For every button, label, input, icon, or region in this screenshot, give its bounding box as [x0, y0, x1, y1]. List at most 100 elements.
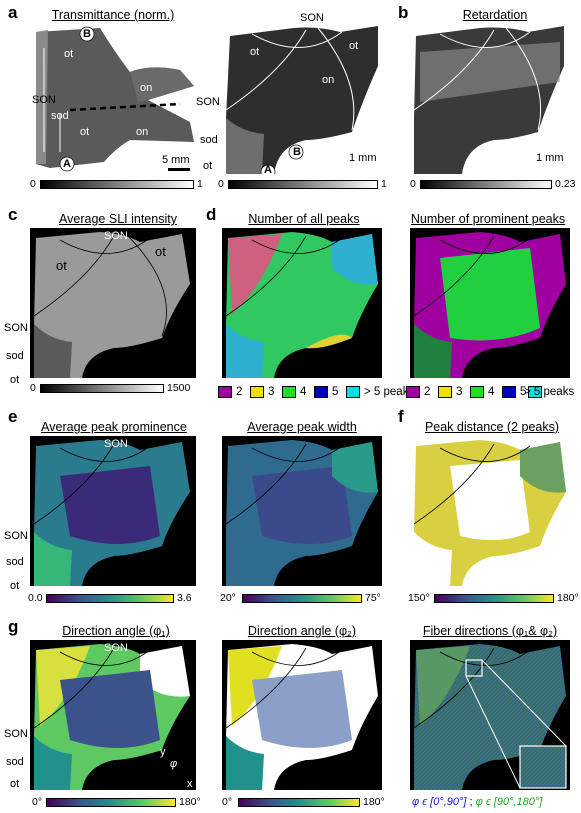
legend-label-2-left: 2 [236, 386, 243, 398]
label-B-a1: B [83, 28, 91, 40]
label-ot-a1-top: ot [64, 48, 74, 60]
cbar-min-sli: 0 [30, 382, 36, 394]
legend-swatch-5-left [314, 386, 328, 398]
label-sod-c: sod [6, 350, 24, 362]
label-son-g: SON [4, 728, 28, 740]
colorbar-sli [40, 384, 164, 393]
cbar-max-sli: 1500 [167, 382, 191, 394]
cbar-max-transmittance-right: 1 [381, 178, 387, 190]
panel-letter-a: a [8, 3, 18, 22]
title-prominent-peaks: Number of prominent peaks [410, 212, 566, 226]
title-dir-angle-2: Direction angle (φ₂) [247, 624, 357, 638]
width-image [222, 436, 382, 586]
title-fiber-dirs: Fiber directions (φ₁& φ₂) [422, 624, 558, 638]
title-all-peaks: Number of all peaks [248, 212, 360, 226]
legend-label-gt5-right: > 5 peaks [524, 386, 575, 398]
label-son-g-top: SON [104, 642, 128, 654]
cbar-max-angle-2: 180° [363, 796, 385, 808]
label-son-e-top: SON [104, 438, 128, 450]
legend-label-3-right: 3 [456, 386, 463, 398]
legend-swatch-3-left [250, 386, 264, 398]
legend-swatch-gt5-right [528, 386, 542, 398]
all-peaks-image [222, 228, 382, 378]
label-ot-c: ot [10, 374, 20, 386]
title-dir-angle-1: Direction angle (φ₁) [62, 624, 170, 638]
axis-phi-label: φ [170, 758, 178, 770]
legend-swatch-4-right [470, 386, 484, 398]
label-ot-a2-left: ot [250, 46, 260, 58]
cbar-max-retardation: 0.23 [555, 178, 576, 190]
cbar-max-distance: 180° [557, 592, 579, 604]
scale-bar-a2 [353, 166, 375, 169]
legend-swatch-4-left [282, 386, 296, 398]
title-avg-width: Average peak width [247, 420, 357, 434]
prominence-image [30, 436, 196, 586]
panel-letter-d: d [206, 205, 217, 224]
cbar-min-transmittance-right: 0 [218, 178, 224, 190]
label-A-a1: A [63, 158, 71, 170]
label-ot-c-left: ot [56, 258, 67, 273]
label-A-a2: A [264, 164, 272, 176]
fiber-caption-separator: ; [466, 796, 476, 808]
cbar-min-distance: 150° [408, 592, 430, 604]
cbar-max-width: 75° [365, 592, 381, 604]
cbar-max-angle-1: 180° [179, 796, 201, 808]
title-avg-prominence: Average peak prominence [41, 420, 187, 434]
label-son-c: SON [4, 322, 28, 334]
cbar-min-retardation: 0 [410, 178, 416, 190]
label-ot-a1-bottom: ot [80, 126, 90, 138]
label-son-a2: SON [196, 96, 220, 108]
title-peak-distance: Peak distance (2 peaks) [424, 420, 560, 434]
fiber-caption-range-2: φ ϵ [90°,180°] [475, 796, 543, 808]
peak-distance-image [410, 436, 570, 586]
transmittance-zoom-image [222, 22, 382, 174]
direction-angle-1-image [30, 640, 196, 790]
cbar-max-prominence: 3.6 [177, 592, 192, 604]
scale-bar-a1 [168, 168, 190, 171]
label-son-a2-top: SON [300, 12, 324, 24]
legend-label-5-right: 5 [520, 386, 527, 398]
scale-bar-b [540, 166, 562, 169]
label-B-a2: B [293, 146, 301, 158]
legend-swatch-gt5-left [346, 386, 360, 398]
axis-y-label: y [160, 746, 166, 758]
title-retardation: Retardation [462, 8, 528, 22]
panel-letter-b: b [398, 3, 409, 22]
label-sod-e: sod [6, 556, 24, 568]
axis-x-label: x [187, 778, 193, 790]
colorbar-retardation [420, 180, 552, 189]
retardation-image [410, 22, 568, 174]
legend-swatch-5-right [502, 386, 516, 398]
legend-swatch-2-right [406, 386, 420, 398]
label-son-a1: SON [32, 94, 56, 106]
panel-letter-f: f [398, 407, 404, 426]
label-on-a1-bottom: on [136, 126, 149, 138]
panel-letter-e: e [8, 407, 18, 426]
label-ot-a2-right: ot [349, 40, 359, 52]
panel-letter-c: c [8, 205, 18, 224]
colorbar-distance [434, 594, 554, 603]
fiber-directions-image [410, 640, 570, 790]
prominent-peaks-image [410, 228, 570, 378]
legend-label-4-left: 4 [300, 386, 307, 398]
title-transmittance: Transmittance (norm.) [51, 8, 175, 22]
scale-bar-label-a1: 5 mm [162, 154, 190, 166]
legend-swatch-3-right [438, 386, 452, 398]
label-son-e: SON [4, 530, 28, 542]
cbar-max-transmittance-left: 1 [197, 178, 203, 190]
label-son-c-top: SON [104, 230, 128, 242]
title-avg-sli: Average SLI intensity [59, 212, 177, 226]
label-sod-a1: sod [51, 110, 69, 122]
label-ot-a2: ot [203, 160, 213, 172]
scale-bar-label-b: 1 mm [536, 152, 564, 164]
colorbar-transmittance-right [228, 180, 378, 189]
label-ot-g: ot [10, 778, 20, 790]
label-sod-g: sod [6, 756, 24, 768]
label-ot-c-right: ot [155, 244, 166, 259]
transmittance-overview-image [30, 24, 196, 174]
colorbar-angle-2 [238, 798, 360, 807]
legend-label-2-right: 2 [424, 386, 431, 398]
colorbar-width [242, 594, 362, 603]
legend-label-4-right: 4 [488, 386, 495, 398]
legend-label-5-left: 5 [332, 386, 339, 398]
